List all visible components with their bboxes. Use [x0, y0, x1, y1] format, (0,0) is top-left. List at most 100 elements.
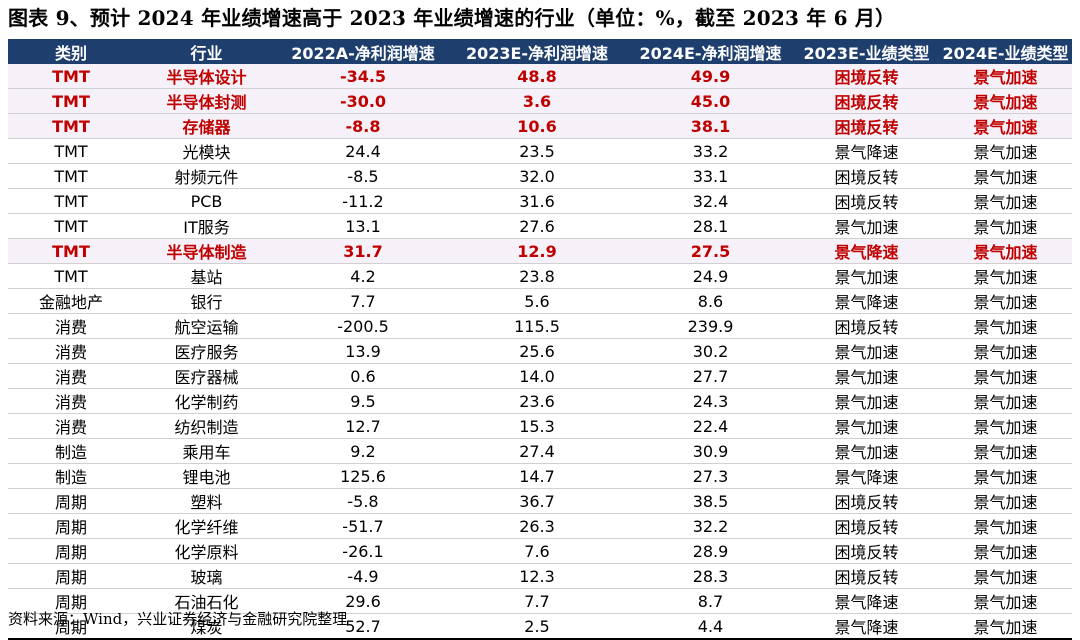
cell-2024e-profit-growth: 27.7: [627, 363, 794, 389]
cell-2023e-profit-growth: 26.3: [447, 513, 627, 539]
industry-growth-table-container: 类别 行业 2022A-净利润增速 2023E-净利润增速 2024E-净利润增…: [8, 39, 1072, 640]
cell-industry: 玻璃: [134, 563, 279, 589]
column-header-2022a-profit-growth: 2022A-净利润增速: [279, 39, 447, 64]
cell-industry: 航空运输: [134, 313, 279, 339]
cell-2024e-performance-type: 景气加速: [939, 188, 1072, 214]
cell-2023e-performance-type: 景气降速: [794, 288, 939, 314]
figure-title: 图表 9、预计 2024 年业绩增速高于 2023 年业绩增速的行业（单位：%，…: [8, 6, 896, 30]
cell-2023e-profit-growth: 27.4: [447, 438, 627, 464]
cell-2022a-profit-growth: -200.5: [279, 313, 447, 339]
cell-2023e-profit-growth: 10.6: [447, 113, 627, 139]
cell-2024e-profit-growth: 33.2: [627, 138, 794, 164]
cell-2023e-profit-growth: 12.3: [447, 563, 627, 589]
header-row: 类别 行业 2022A-净利润增速 2023E-净利润增速 2024E-净利润增…: [8, 39, 1072, 64]
cell-2023e-performance-type: 景气加速: [794, 413, 939, 439]
cell-2022a-profit-growth: 13.1: [279, 213, 447, 239]
cell-2024e-profit-growth: 38.5: [627, 488, 794, 514]
cell-industry: 光模块: [134, 138, 279, 164]
cell-2024e-performance-type: 景气加速: [939, 213, 1072, 239]
cell-2023e-performance-type: 困境反转: [794, 513, 939, 539]
cell-2024e-profit-growth: 27.5: [627, 238, 794, 264]
cell-2023e-profit-growth: 27.6: [447, 213, 627, 239]
cell-2022a-profit-growth: -30.0: [279, 88, 447, 114]
cell-2024e-performance-type: 景气加速: [939, 338, 1072, 364]
table-row: TMT 半导体制造 31.7 12.9 27.5 景气降速 景气加速: [8, 238, 1072, 264]
cell-2023e-profit-growth: 15.3: [447, 413, 627, 439]
cell-2023e-profit-growth: 115.5: [447, 313, 627, 339]
cell-2022a-profit-growth: 4.2: [279, 263, 447, 289]
cell-2022a-profit-growth: 24.4: [279, 138, 447, 164]
cell-industry: 半导体制造: [134, 238, 279, 264]
cell-2022a-profit-growth: -8.8: [279, 113, 447, 139]
cell-2023e-profit-growth: 3.6: [447, 88, 627, 114]
cell-2024e-profit-growth: 45.0: [627, 88, 794, 114]
cell-2023e-performance-type: 困境反转: [794, 88, 939, 114]
cell-2023e-performance-type: 景气降速: [794, 138, 939, 164]
cell-2024e-profit-growth: 4.4: [627, 613, 794, 640]
cell-industry: 基站: [134, 263, 279, 289]
cell-2023e-profit-growth: 23.5: [447, 138, 627, 164]
cell-2023e-profit-growth: 36.7: [447, 488, 627, 514]
cell-category: 制造: [8, 463, 134, 489]
table-row: 周期 塑料 -5.8 36.7 38.5 困境反转 景气加速: [8, 488, 1072, 514]
table-row: 消费 医疗服务 13.9 25.6 30.2 景气加速 景气加速: [8, 338, 1072, 364]
cell-2023e-profit-growth: 23.6: [447, 388, 627, 414]
cell-category: 消费: [8, 313, 134, 339]
cell-2024e-performance-type: 景气加速: [939, 238, 1072, 264]
table-row: 制造 锂电池 125.6 14.7 27.3 景气降速 景气加速: [8, 463, 1072, 489]
cell-2024e-profit-growth: 8.7: [627, 588, 794, 614]
table-row: TMT 半导体封测 -30.0 3.6 45.0 困境反转 景气加速: [8, 88, 1072, 114]
source-note: 资料来源：Wind，兴业证券经济与金融研究院整理: [8, 610, 348, 628]
cell-category: TMT: [8, 163, 134, 189]
table-row: TMT 光模块 24.4 23.5 33.2 景气降速 景气加速: [8, 138, 1072, 164]
cell-2023e-profit-growth: 14.0: [447, 363, 627, 389]
cell-2023e-profit-growth: 7.7: [447, 588, 627, 614]
cell-2023e-performance-type: 困境反转: [794, 163, 939, 189]
cell-2024e-profit-growth: 24.3: [627, 388, 794, 414]
cell-2023e-performance-type: 景气加速: [794, 388, 939, 414]
cell-2023e-performance-type: 景气降速: [794, 463, 939, 489]
cell-2022a-profit-growth: 9.2: [279, 438, 447, 464]
column-header-2023e-performance-type: 2023E-业绩类型: [794, 39, 939, 64]
cell-2023e-profit-growth: 2.5: [447, 613, 627, 640]
table-row: TMT 射频元件 -8.5 32.0 33.1 困境反转 景气加速: [8, 163, 1072, 189]
table-row: 金融地产 银行 7.7 5.6 8.6 景气降速 景气加速: [8, 288, 1072, 314]
cell-2023e-profit-growth: 25.6: [447, 338, 627, 364]
cell-industry: 化学原料: [134, 538, 279, 564]
cell-2023e-performance-type: 景气加速: [794, 338, 939, 364]
table-row: 消费 化学制药 9.5 23.6 24.3 景气加速 景气加速: [8, 388, 1072, 414]
cell-2023e-profit-growth: 12.9: [447, 238, 627, 264]
cell-2024e-performance-type: 景气加速: [939, 313, 1072, 339]
cell-2023e-profit-growth: 14.7: [447, 463, 627, 489]
cell-2024e-profit-growth: 28.1: [627, 213, 794, 239]
cell-2024e-profit-growth: 33.1: [627, 163, 794, 189]
cell-2024e-profit-growth: 24.9: [627, 263, 794, 289]
cell-2023e-performance-type: 景气降速: [794, 238, 939, 264]
cell-2023e-performance-type: 景气加速: [794, 263, 939, 289]
cell-2024e-profit-growth: 22.4: [627, 413, 794, 439]
cell-industry: 半导体设计: [134, 64, 279, 89]
cell-2024e-performance-type: 景气加速: [939, 563, 1072, 589]
cell-category: 周期: [8, 588, 134, 614]
cell-2023e-performance-type: 景气加速: [794, 438, 939, 464]
cell-2024e-profit-growth: 8.6: [627, 288, 794, 314]
cell-industry: 乘用车: [134, 438, 279, 464]
cell-category: 周期: [8, 563, 134, 589]
cell-2024e-performance-type: 景气加速: [939, 263, 1072, 289]
table-row: TMT 基站 4.2 23.8 24.9 景气加速 景气加速: [8, 263, 1072, 289]
table-row: 消费 医疗器械 0.6 14.0 27.7 景气加速 景气加速: [8, 363, 1072, 389]
cell-2022a-profit-growth: 9.5: [279, 388, 447, 414]
cell-industry: 锂电池: [134, 463, 279, 489]
cell-category: TMT: [8, 188, 134, 214]
cell-2024e-profit-growth: 32.4: [627, 188, 794, 214]
cell-2022a-profit-growth: -11.2: [279, 188, 447, 214]
cell-category: TMT: [8, 64, 134, 89]
cell-category: 周期: [8, 513, 134, 539]
cell-2024e-performance-type: 景气加速: [939, 288, 1072, 314]
cell-industry: 射频元件: [134, 163, 279, 189]
cell-2024e-profit-growth: 28.9: [627, 538, 794, 564]
table-row: 周期 化学纤维 -51.7 26.3 32.2 困境反转 景气加速: [8, 513, 1072, 539]
cell-2024e-performance-type: 景气加速: [939, 413, 1072, 439]
cell-2023e-profit-growth: 23.8: [447, 263, 627, 289]
table-row: 消费 纺织制造 12.7 15.3 22.4 景气加速 景气加速: [8, 413, 1072, 439]
